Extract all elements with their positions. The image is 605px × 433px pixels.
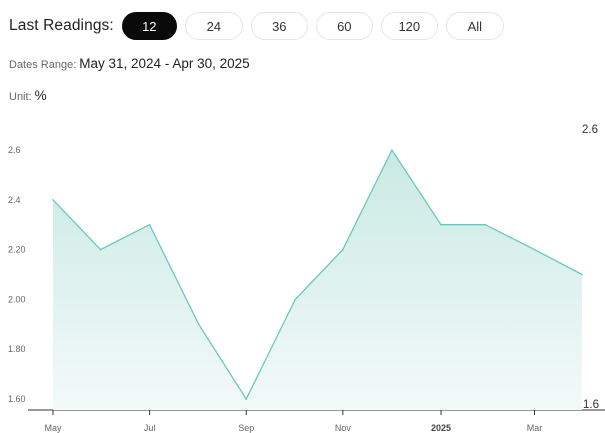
x-tick-label: Sep <box>238 423 254 433</box>
unit-label: Unit: <box>9 91 32 103</box>
last-readings-label: Last Readings: <box>9 17 114 34</box>
x-tick-label: 2025 <box>431 423 451 433</box>
data-point[interactable] <box>99 248 102 251</box>
x-tick-label: Nov <box>335 423 352 433</box>
max-value-label: 2.6 <box>582 124 598 136</box>
unit-value: % <box>34 88 47 103</box>
dates-range-value: May 31, 2024 - Apr 30, 2025 <box>79 56 250 71</box>
data-point[interactable] <box>440 223 442 226</box>
x-tick-label: Jul <box>144 423 156 433</box>
x-tick-label: Mar <box>527 423 543 433</box>
data-point[interactable] <box>294 298 297 301</box>
dates-range: Dates Range: May 31, 2024 - Apr 30, 2025 <box>9 56 250 71</box>
data-point[interactable] <box>245 398 247 400</box>
period-button-60[interactable]: 60 <box>315 12 373 40</box>
y-tick-label: 1.60 <box>8 394 26 404</box>
y-tick-label: 2.6 <box>8 145 21 155</box>
period-button-all[interactable]: All <box>445 12 504 40</box>
period-button-120[interactable]: 120 <box>380 12 438 40</box>
y-tick-label: 2.4 <box>8 195 21 205</box>
y-tick-label: 2.20 <box>8 245 26 255</box>
min-value-label: 1.6 <box>583 399 599 411</box>
series-line <box>52 148 583 401</box>
period-button-24[interactable]: 24 <box>184 12 243 40</box>
data-point[interactable] <box>484 223 487 226</box>
data-point[interactable] <box>581 273 583 276</box>
data-point[interactable] <box>342 248 344 251</box>
x-tick-label: May <box>44 423 62 433</box>
period-button-12[interactable]: 12 <box>121 12 177 40</box>
data-point[interactable] <box>52 199 54 201</box>
series-area <box>53 150 582 410</box>
period-button-36[interactable]: 36 <box>250 12 308 40</box>
y-tick-label: 2.00 <box>8 294 26 304</box>
dates-range-label: Dates Range: <box>9 59 77 71</box>
last-readings-bar: Last Readings: 12 24 36 60 120 All <box>9 12 512 40</box>
data-point[interactable] <box>197 323 200 326</box>
data-point[interactable] <box>148 223 151 226</box>
y-tick-label: 1.80 <box>8 344 26 354</box>
unit-info: Unit:% <box>9 88 47 103</box>
data-point[interactable] <box>533 248 536 251</box>
data-point[interactable] <box>391 149 393 151</box>
